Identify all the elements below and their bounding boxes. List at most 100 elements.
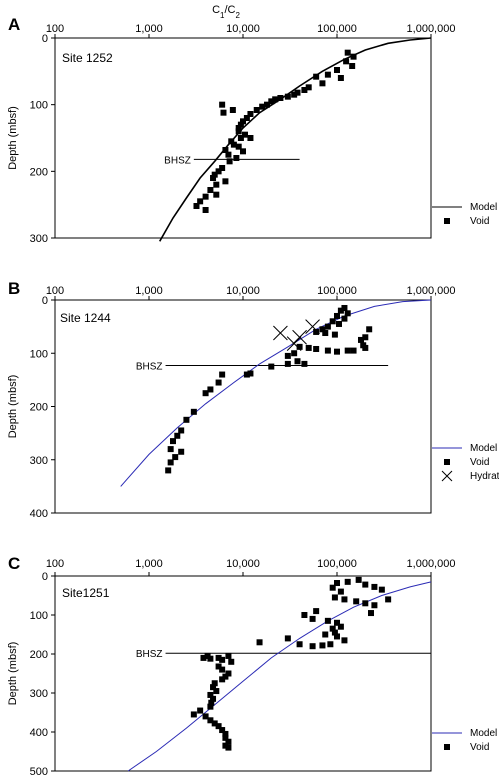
- void-point-b-23: [296, 343, 303, 350]
- bhsz-label-a: BHSZ: [164, 155, 191, 166]
- void-point-c-51: [202, 713, 209, 720]
- void-point-c-25: [341, 637, 348, 644]
- void-point-a-20: [247, 111, 254, 117]
- y-tick-label-b-2: 200: [30, 402, 48, 414]
- void-point-b-41: [167, 446, 174, 453]
- void-point-b-10: [322, 330, 329, 337]
- site-label-c: Site1251: [62, 586, 110, 600]
- legend-label-void-c: Void: [470, 742, 489, 753]
- void-point-c-2: [334, 580, 340, 587]
- void-point-a-9: [305, 84, 312, 91]
- void-point-c-29: [256, 639, 263, 646]
- void-point-b-18: [344, 347, 351, 354]
- void-point-a-16: [268, 98, 275, 105]
- void-point-a-18: [259, 103, 266, 110]
- void-point-a-4: [334, 67, 340, 73]
- void-point-c-36: [228, 658, 235, 665]
- model-line-a: [159, 37, 432, 242]
- bhsz-label-c: BHSZ: [136, 649, 163, 660]
- void-point-a-40: [202, 193, 209, 200]
- void-point-c-30: [284, 635, 291, 642]
- y-tick-label-c-4: 400: [30, 727, 48, 739]
- y-tick-label-a-1: 100: [30, 100, 48, 112]
- y-tick-label-b-1: 100: [30, 348, 48, 360]
- y-tick-label-c-2: 200: [30, 649, 48, 661]
- y-axis-title-c: Depth (mbsf): [7, 642, 19, 706]
- void-point-c-6: [329, 584, 336, 591]
- y-tick-label-b-4: 400: [30, 508, 48, 520]
- void-point-b-30: [247, 370, 254, 377]
- x-axis-title: C1/C2: [212, 4, 240, 20]
- panel-letter-a: A: [8, 15, 20, 34]
- void-point-a-15: [272, 96, 279, 103]
- void-point-b-0: [341, 304, 348, 311]
- void-point-b-14: [357, 336, 364, 343]
- x-tick-label-c-3: 100,000: [317, 558, 357, 570]
- void-point-c-55: [219, 727, 226, 734]
- legend-swatch-hydrate-b: [441, 470, 453, 482]
- hydrate-point-b-3: [286, 336, 302, 352]
- void-point-c-56: [222, 730, 229, 737]
- x-tick-label-c-4: 1,000,000: [407, 558, 456, 570]
- panel-letter-c: C: [8, 554, 20, 573]
- void-point-a-27: [237, 135, 244, 141]
- void-point-b-29: [268, 363, 275, 370]
- void-point-a-11: [294, 89, 301, 96]
- hydrate-point-b-1: [305, 319, 320, 334]
- void-point-b-13: [362, 334, 369, 341]
- void-point-c-48: [207, 703, 214, 710]
- x-tick-label-a-4: 1,000,000: [407, 23, 456, 35]
- void-point-a-2: [343, 58, 350, 65]
- hydrate-point-b-2: [292, 329, 307, 345]
- y-tick-label-c-0: 0: [42, 571, 48, 583]
- void-point-b-43: [172, 454, 179, 461]
- void-point-a-51: [247, 135, 254, 141]
- legend-label-void-b: Void: [470, 457, 489, 468]
- void-point-c-13: [385, 596, 392, 603]
- x-tick-label-b-1: 1,000: [135, 285, 163, 297]
- void-point-a-35: [215, 168, 222, 175]
- void-point-c-32: [225, 652, 232, 659]
- x-tick-label-c-0: 100: [46, 558, 64, 570]
- void-point-c-59: [222, 742, 229, 749]
- void-point-b-16: [362, 344, 369, 351]
- void-point-a-41: [197, 198, 204, 205]
- void-point-c-20: [337, 623, 344, 630]
- void-point-a-31: [222, 147, 229, 153]
- void-point-c-37: [215, 663, 222, 670]
- x-tick-label-b-4: 1,000,000: [407, 285, 456, 297]
- void-point-a-6: [313, 73, 320, 80]
- void-point-b-5: [329, 318, 336, 325]
- void-point-c-53: [211, 720, 218, 727]
- void-point-b-36: [190, 408, 197, 415]
- void-point-c-42: [211, 680, 218, 687]
- y-tick-label-a-0: 0: [42, 33, 48, 45]
- y-tick-label-b-0: 0: [42, 295, 48, 307]
- void-point-b-34: [207, 386, 214, 393]
- void-point-a-50: [233, 155, 240, 161]
- void-point-a-17: [263, 101, 270, 108]
- void-point-a-45: [222, 178, 229, 185]
- void-point-b-1: [337, 307, 344, 314]
- legend-swatch-void-c: [444, 744, 450, 750]
- void-point-b-20: [324, 347, 331, 354]
- y-tick-label-c-3: 300: [30, 688, 48, 700]
- void-point-c-39: [225, 670, 232, 677]
- y-axis-title-b: Depth (mbsf): [7, 375, 19, 439]
- void-point-c-52: [207, 717, 214, 724]
- void-point-a-28: [228, 138, 235, 145]
- x-tick-label-b-0: 100: [46, 285, 64, 297]
- void-point-a-29: [230, 141, 237, 148]
- void-point-a-13: [284, 93, 291, 100]
- void-point-c-11: [362, 600, 369, 607]
- void-point-c-16: [301, 612, 308, 618]
- void-point-b-25: [284, 352, 291, 359]
- void-point-b-3: [334, 312, 340, 319]
- void-point-b-22: [305, 344, 312, 351]
- y-tick-label-c-1: 100: [30, 610, 48, 622]
- void-point-b-26: [294, 358, 301, 365]
- void-point-b-27: [301, 360, 308, 367]
- y-tick-label-b-3: 300: [30, 455, 48, 467]
- void-point-c-28: [309, 643, 316, 650]
- void-point-c-17: [309, 615, 316, 622]
